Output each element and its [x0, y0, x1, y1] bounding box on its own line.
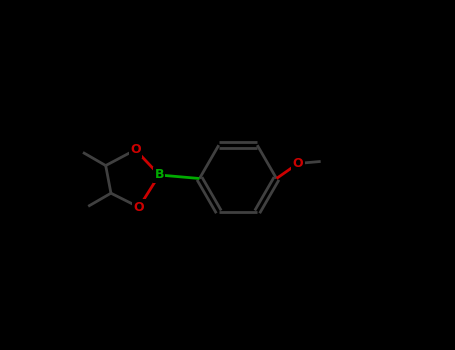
- Text: O: O: [134, 201, 144, 214]
- Text: O: O: [130, 143, 141, 156]
- Text: O: O: [293, 157, 303, 170]
- Text: B: B: [155, 168, 164, 182]
